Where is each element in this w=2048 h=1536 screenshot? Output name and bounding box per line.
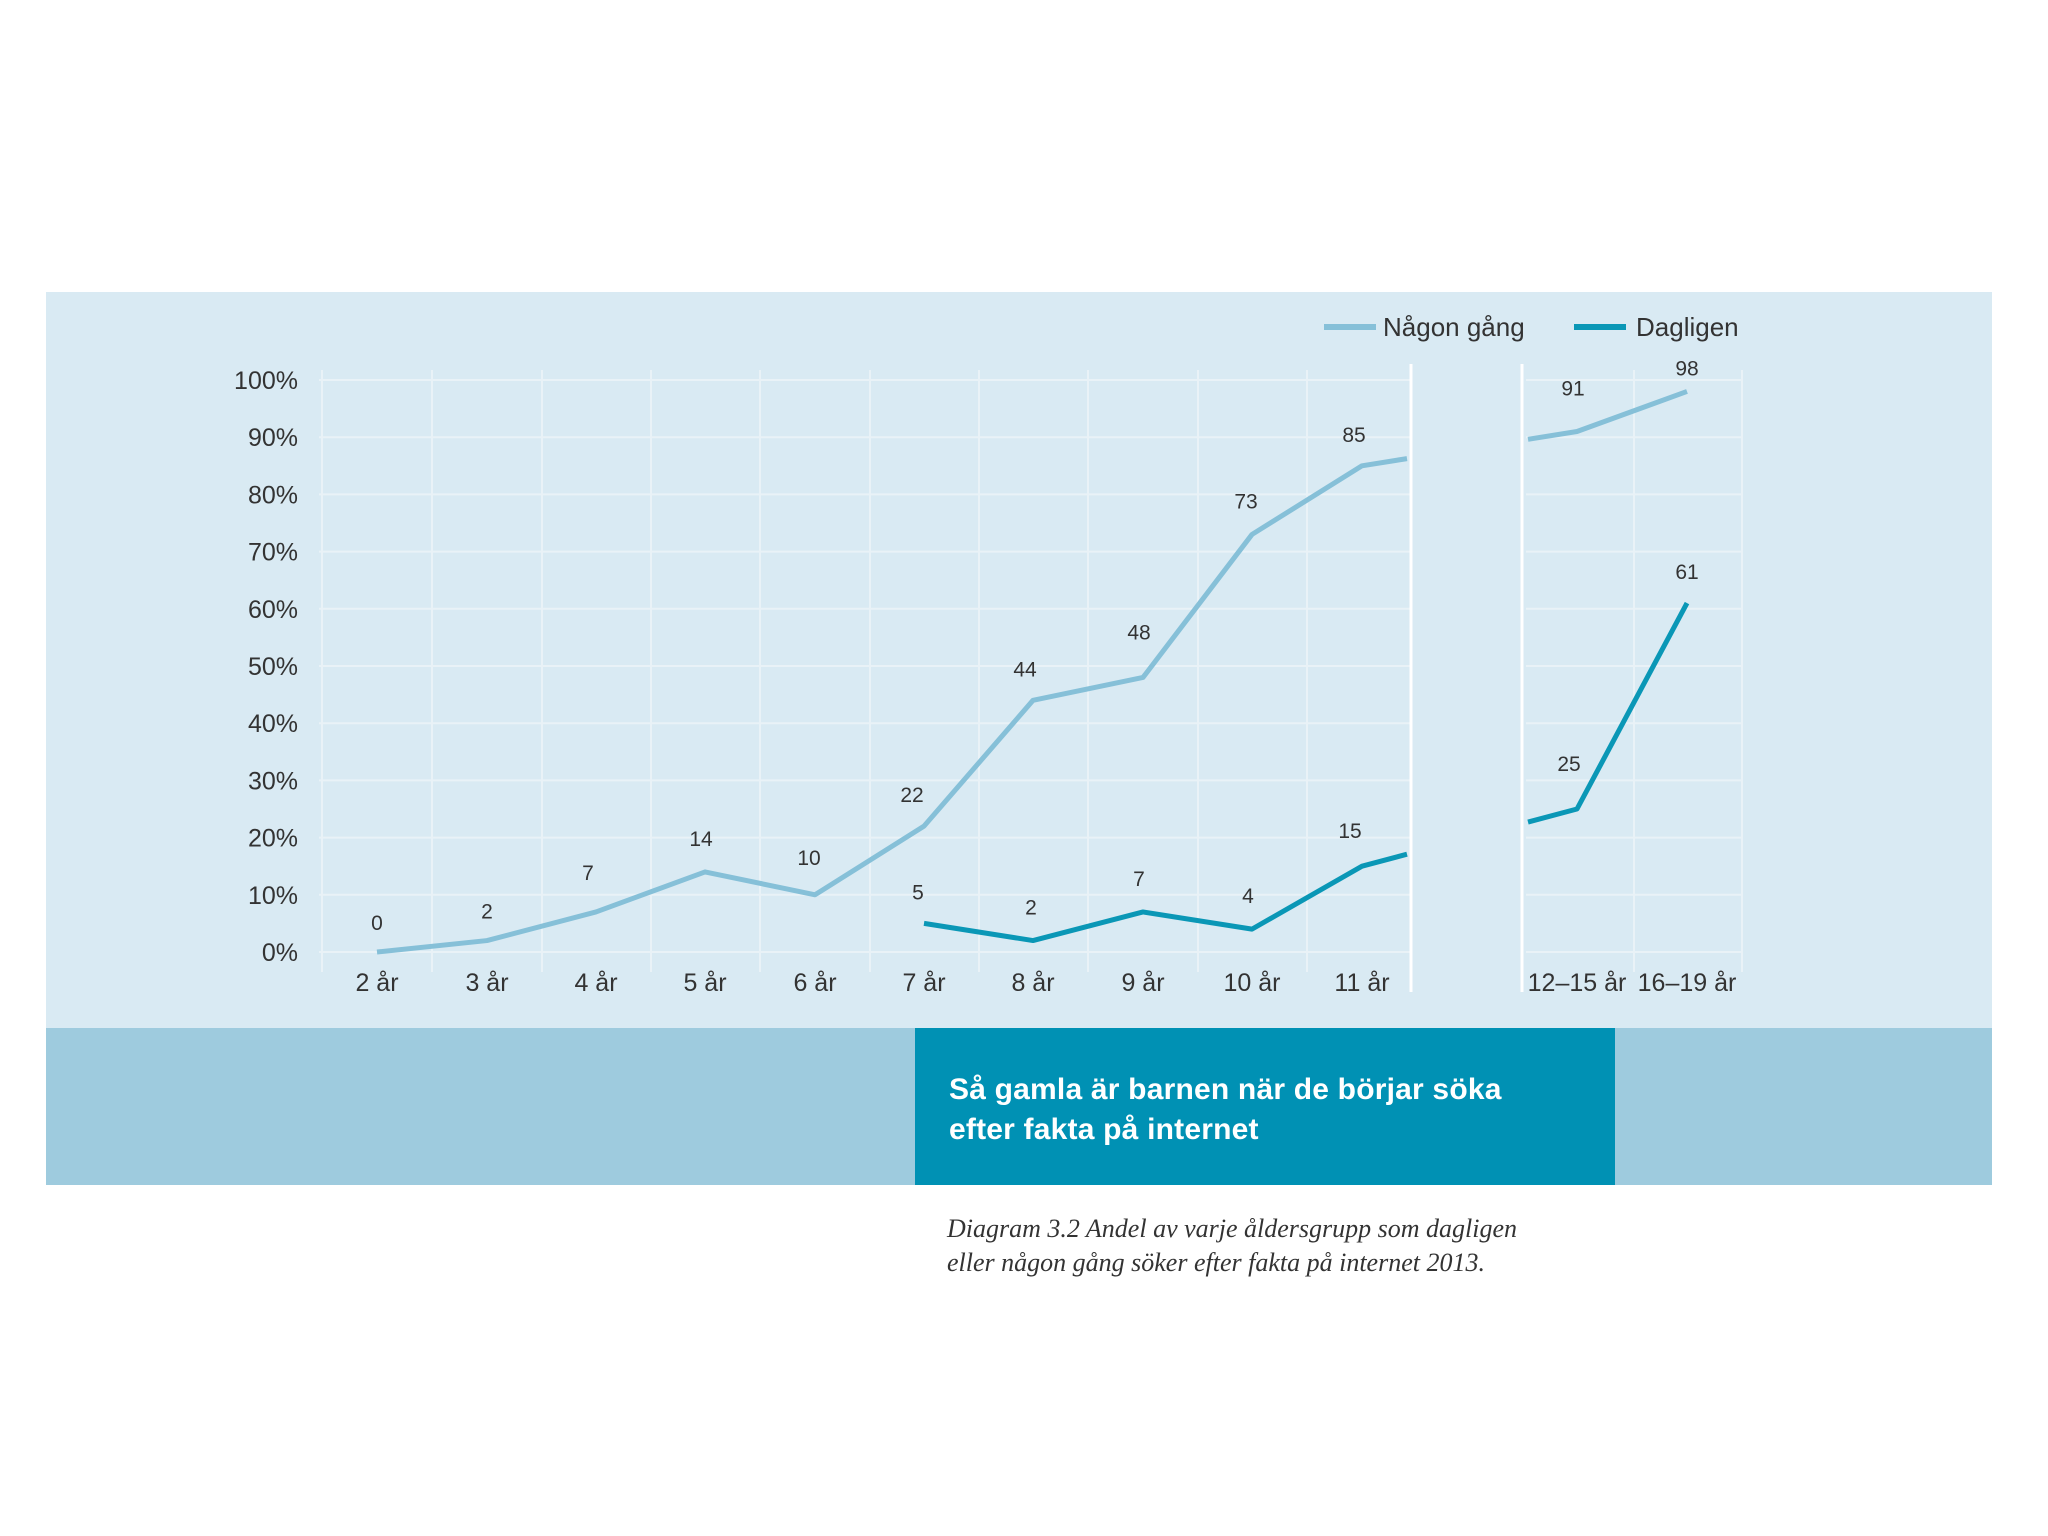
data-label: 73 bbox=[1234, 490, 1257, 513]
data-label: 22 bbox=[900, 784, 923, 807]
y-tick-label: 50% bbox=[248, 653, 298, 681]
data-label: 44 bbox=[1013, 658, 1037, 681]
x-tick-label: 7 år bbox=[902, 969, 945, 997]
chart-title-box: Så gamla är barnen när de börjar söka ef… bbox=[915, 1028, 1615, 1185]
y-tick-label: 80% bbox=[248, 481, 298, 509]
line-chart: 0% 10% 20% 30% 40% 50% 60% 70% 80% 90% 100% 2 år 3 å… bbox=[234, 312, 1743, 997]
y-tick-label: 20% bbox=[248, 825, 298, 853]
chart-title-line-2: efter fakta på internet bbox=[949, 1113, 1259, 1146]
x-tick-label: 12–15 år bbox=[1528, 969, 1627, 997]
data-label: 2 bbox=[481, 901, 493, 924]
data-label: 14 bbox=[689, 828, 713, 851]
x-tick-label: 5 år bbox=[683, 969, 726, 997]
data-label: 91 bbox=[1561, 377, 1584, 400]
data-label: 7 bbox=[582, 862, 594, 885]
x-tick-label: 9 år bbox=[1121, 969, 1164, 997]
data-label: 7 bbox=[1133, 868, 1145, 891]
y-tick-label: 10% bbox=[248, 882, 298, 910]
x-tick-label: 4 år bbox=[574, 969, 617, 997]
data-label: 98 bbox=[1675, 357, 1698, 380]
series-line-dagligen bbox=[923, 851, 1408, 944]
data-label: 25 bbox=[1557, 753, 1580, 776]
x-tick-label: 8 år bbox=[1011, 969, 1054, 997]
y-tick-label: 30% bbox=[248, 767, 298, 795]
caption-line-2: eller någon gång söker efter fakta på in… bbox=[947, 1248, 1485, 1277]
data-label: 4 bbox=[1242, 885, 1254, 908]
chart-panel: 0% 10% 20% 30% 40% 50% 60% 70% 80% 90% 100% 2 år 3 å… bbox=[46, 292, 1992, 1028]
legend-label: Dagligen bbox=[1636, 312, 1739, 342]
data-label: 61 bbox=[1675, 561, 1698, 584]
x-tick-label: 6 år bbox=[793, 969, 836, 997]
chart-title-line-1: Så gamla är barnen när de börjar söka bbox=[949, 1073, 1502, 1106]
x-tick-label: 3 år bbox=[465, 969, 508, 997]
series-line-nagon-gang bbox=[376, 456, 1408, 955]
data-label: 2 bbox=[1025, 897, 1037, 920]
data-label: 15 bbox=[1338, 820, 1361, 843]
y-tick-label: 90% bbox=[248, 424, 298, 452]
x-tick-label: 2 år bbox=[355, 969, 398, 997]
data-label: 5 bbox=[912, 881, 924, 904]
data-label: 0 bbox=[371, 912, 383, 935]
axis-break-gap bbox=[1411, 362, 1526, 992]
data-label: 48 bbox=[1127, 621, 1150, 644]
data-label: 85 bbox=[1342, 424, 1365, 447]
legend-label: Någon gång bbox=[1383, 312, 1525, 342]
y-tick-label: 60% bbox=[248, 596, 298, 624]
data-label: 10 bbox=[797, 847, 820, 870]
y-tick-label: 40% bbox=[248, 710, 298, 738]
series-line-dagligen bbox=[1527, 601, 1690, 825]
y-tick-label: 0% bbox=[262, 939, 298, 967]
x-tick-label: 16–19 år bbox=[1638, 969, 1737, 997]
x-tick-label: 11 år bbox=[1334, 969, 1389, 997]
x-tick-label: 10 år bbox=[1224, 969, 1281, 997]
chart-caption: Diagram 3.2 Andel av varje åldersgrupp s… bbox=[947, 1212, 1587, 1280]
caption-line-1: Diagram 3.2 Andel av varje åldersgrupp s… bbox=[947, 1214, 1518, 1243]
y-tick-label: 100% bbox=[234, 367, 298, 395]
series-line-nagon-gang bbox=[1527, 389, 1688, 442]
y-tick-label: 70% bbox=[248, 539, 298, 567]
